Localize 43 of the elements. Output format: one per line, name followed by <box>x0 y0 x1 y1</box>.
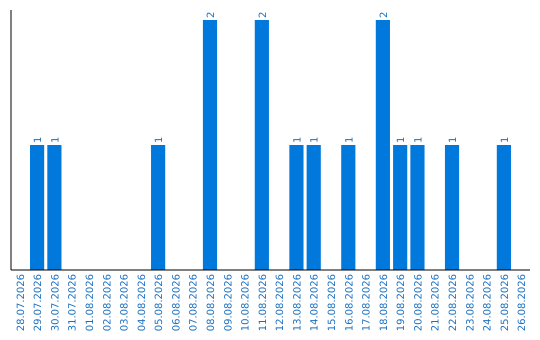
x-tick-label: 07.08.2026 <box>188 274 200 332</box>
x-tick-label: 05.08.2026 <box>154 274 166 332</box>
x-tick-label: 08.08.2026 <box>206 274 217 332</box>
x-tick-label: 21.08.2026 <box>430 274 442 332</box>
data-label: 1 <box>154 136 166 143</box>
x-tick-label: 15.08.2026 <box>327 274 338 332</box>
data-label: 2 <box>206 12 217 18</box>
data-label: 1 <box>310 136 321 143</box>
x-tick-label: 13.08.2026 <box>292 274 304 332</box>
x-tick-label: 23.08.2026 <box>465 274 476 332</box>
x-tick-label: 19.08.2026 <box>396 274 408 332</box>
x-tick-label: 20.08.2026 <box>413 274 424 332</box>
x-tick-label: 04.08.2026 <box>136 274 148 332</box>
x-tick-label: 29.07.2026 <box>33 274 44 332</box>
data-label: 1 <box>33 136 44 143</box>
x-tick-label: 28.07.2026 <box>16 274 27 332</box>
data-label: 1 <box>396 136 408 143</box>
x-tick-label: 01.08.2026 <box>84 274 96 332</box>
data-label: 1 <box>413 136 424 143</box>
data-label: 1 <box>500 136 511 143</box>
x-tick-label: 24.08.2026 <box>482 274 494 332</box>
x-tick-label: 03.08.2026 <box>120 274 131 332</box>
x-tick-label: 02.08.2026 <box>102 274 114 332</box>
x-tick-label: 22.08.2026 <box>448 274 460 332</box>
data-label: 1 <box>448 136 460 143</box>
data-label: 1 <box>50 136 62 143</box>
data-label: 1 <box>292 136 304 143</box>
x-tick-label: 10.08.2026 <box>240 274 252 332</box>
data-label: 2 <box>378 12 390 18</box>
x-tick-label: 09.08.2026 <box>223 274 234 332</box>
x-tick-label: 31.07.2026 <box>68 274 79 332</box>
x-tick-label: 30.07.2026 <box>50 274 62 332</box>
x-tick-label: 14.08.2026 <box>310 274 321 332</box>
data-label: 1 <box>344 136 356 143</box>
x-tick-label: 18.08.2026 <box>378 274 390 332</box>
data-label: 2 <box>258 12 269 18</box>
x-tick-label: 16.08.2026 <box>344 274 356 332</box>
x-tick-label: 11.08.2026 <box>258 274 269 332</box>
x-tick-label: 06.08.2026 <box>171 274 182 332</box>
x-tick-label: 12.08.2026 <box>275 274 286 332</box>
x-tick-label: 17.08.2026 <box>362 274 373 332</box>
x-tick-label: 26.08.2026 <box>517 274 528 332</box>
x-tick-label: 25.08.2026 <box>500 274 511 332</box>
